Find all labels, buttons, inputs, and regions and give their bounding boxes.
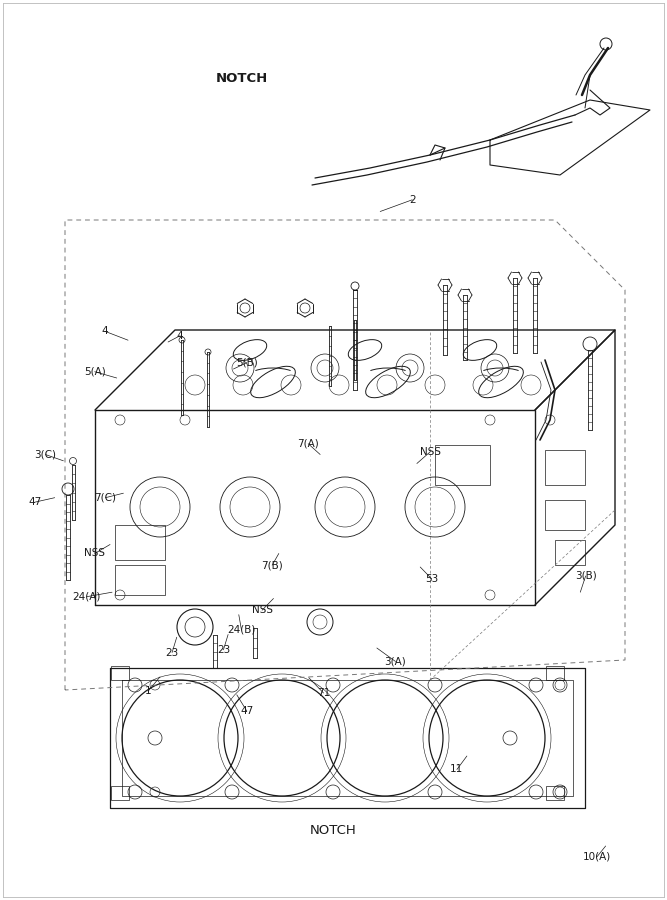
Bar (555, 540, 585, 565)
Bar (111, 666, 129, 680)
Text: 23: 23 (165, 647, 179, 658)
Text: NOTCH: NOTCH (309, 824, 356, 836)
Text: 5(B): 5(B) (236, 357, 257, 368)
Text: 47: 47 (28, 497, 41, 508)
Text: 7(A): 7(A) (297, 438, 319, 449)
Bar (545, 450, 585, 485)
Text: 11: 11 (450, 764, 464, 775)
Text: 10(A): 10(A) (583, 851, 611, 862)
Text: 47: 47 (240, 706, 253, 716)
Text: 3(B): 3(B) (575, 571, 596, 581)
Bar (545, 500, 585, 530)
Text: NSS: NSS (251, 605, 273, 616)
Text: 7(C): 7(C) (95, 492, 116, 503)
Bar (115, 525, 165, 560)
Text: 3(A): 3(A) (385, 656, 406, 667)
Text: 71: 71 (317, 688, 330, 698)
Bar (546, 786, 564, 800)
Text: 24(B): 24(B) (227, 625, 255, 635)
Text: 23: 23 (217, 644, 230, 655)
Text: 4: 4 (177, 330, 183, 341)
Bar (115, 565, 165, 595)
Text: NOTCH: NOTCH (216, 72, 268, 85)
Text: 5(A): 5(A) (84, 366, 105, 377)
Text: 2: 2 (409, 194, 416, 205)
Text: NSS: NSS (84, 548, 105, 559)
Text: NSS: NSS (420, 446, 441, 457)
Text: 3(C): 3(C) (35, 449, 56, 460)
Bar (111, 786, 129, 800)
Text: 53: 53 (425, 573, 438, 584)
Text: 4: 4 (101, 326, 108, 337)
Text: 24(A): 24(A) (73, 591, 101, 602)
Bar (435, 445, 490, 485)
Bar (546, 666, 564, 680)
Text: 1: 1 (145, 686, 151, 697)
Text: 7(B): 7(B) (261, 560, 283, 571)
